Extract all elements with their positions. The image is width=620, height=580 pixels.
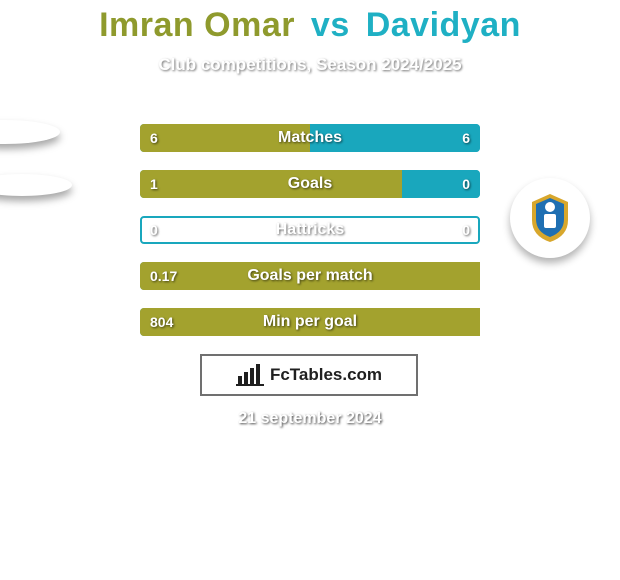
bar-left-fill xyxy=(140,170,402,198)
right-team-logo xyxy=(510,178,590,258)
branding-text: FcTables.com xyxy=(270,365,382,385)
comparison-card: Imran Omar vs Davidyan Club competitions… xyxy=(0,0,620,580)
bar-right-fill xyxy=(402,170,480,198)
left-badge-2 xyxy=(0,174,72,196)
bar-chart-icon xyxy=(236,364,264,386)
player2-name: Davidyan xyxy=(366,6,521,44)
left-badge-1 xyxy=(0,120,60,144)
stat-row: Hattricks00 xyxy=(140,216,480,244)
footer-date: 21 september 2024 xyxy=(0,410,620,428)
bar-left-fill xyxy=(140,308,480,336)
bar-left-fill xyxy=(140,124,310,152)
stat-row: Min per goal804 xyxy=(140,308,480,336)
stat-row: Goals per match0.17 xyxy=(140,262,480,290)
vs-label: vs xyxy=(311,6,350,44)
stat-row: Matches66 xyxy=(140,124,480,152)
player1-name: Imran Omar xyxy=(99,6,295,44)
bar-right-fill xyxy=(310,124,480,152)
branding-box[interactable]: FcTables.com xyxy=(200,354,418,396)
crest-icon xyxy=(522,190,578,246)
stat-bars: Matches66 Goals10 Hattricks00 Goals per mat… xyxy=(140,124,480,354)
bar-track xyxy=(140,216,480,244)
page-title: Imran Omar vs Davidyan xyxy=(0,0,620,45)
bar-left-fill xyxy=(140,262,480,290)
subtitle: Club competitions, Season 2024/2025 xyxy=(0,55,620,75)
stat-row: Goals10 xyxy=(140,170,480,198)
